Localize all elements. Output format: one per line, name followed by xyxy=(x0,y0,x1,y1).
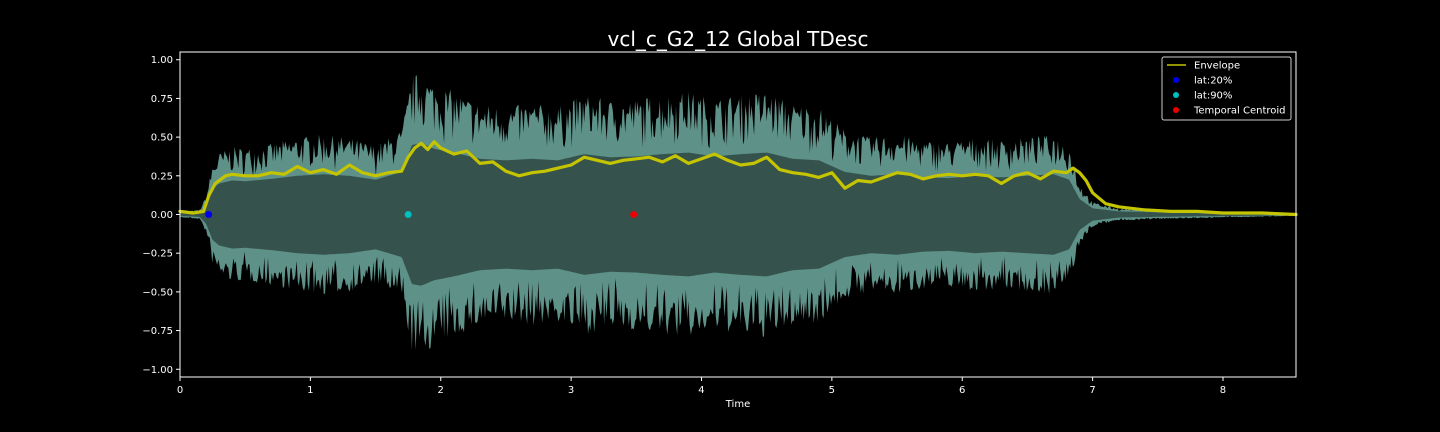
legend-box xyxy=(1161,56,1292,121)
waveform xyxy=(180,75,1296,351)
envelope-layer xyxy=(178,140,1298,217)
x-tick-label: 5 xyxy=(829,385,835,396)
marker-lat-90 xyxy=(404,211,412,218)
y-tick-label: −0.50 xyxy=(142,287,173,298)
waveform-core-fill xyxy=(180,143,1296,286)
y-tick-label: 0.75 xyxy=(151,94,173,105)
y-tick-label: 0.00 xyxy=(151,210,173,221)
x-tick-label: 7 xyxy=(1089,385,1095,396)
x-tick-label: 3 xyxy=(568,385,574,396)
x-tick-label: 6 xyxy=(959,385,965,396)
legend-marker-lat-90 xyxy=(1173,92,1179,98)
x-tick-label: 2 xyxy=(438,385,444,396)
legend-label-lat-20: lat:20% xyxy=(1194,76,1232,87)
y-tick-label: −0.75 xyxy=(142,326,173,337)
legend-label-lat-90: lat:90% xyxy=(1194,91,1232,102)
x-tick-label: 0 xyxy=(177,385,183,396)
y-axis: −1.00 −0.75 −0.50 −0.25 0.00 0.25 0.50 0.75 1.00 xyxy=(142,55,180,376)
x-tick-label: 8 xyxy=(1220,385,1226,396)
x-axis-label: Time xyxy=(725,399,750,410)
y-tick-label: 0.25 xyxy=(151,171,173,182)
legend-marker-temporal-centroid xyxy=(1173,107,1179,113)
y-tick-label: 0.50 xyxy=(151,133,173,144)
marker-temporal-centroid xyxy=(630,211,638,218)
y-tick-label: −1.00 xyxy=(142,365,173,376)
x-axis: 0 1 2 3 4 5 6 7 8 xyxy=(177,377,1226,396)
y-tick-label: −0.25 xyxy=(142,249,173,260)
chart-title: vcl_c_G2_12 Global TDesc xyxy=(608,27,869,51)
marker-lat-20 xyxy=(205,211,213,218)
marker-layer xyxy=(205,211,638,218)
x-tick-label: 1 xyxy=(307,385,313,396)
legend-label-envelope: Envelope xyxy=(1194,61,1240,72)
legend: Envelope lat:20% lat:90% Temporal Centroid xyxy=(1161,56,1292,121)
legend-marker-lat-20 xyxy=(1173,77,1179,83)
envelope-line xyxy=(178,140,1298,217)
y-tick-label: 1.00 xyxy=(151,55,173,66)
legend-label-temporal-centroid: Temporal Centroid xyxy=(1193,106,1286,117)
x-tick-label: 4 xyxy=(698,385,704,396)
